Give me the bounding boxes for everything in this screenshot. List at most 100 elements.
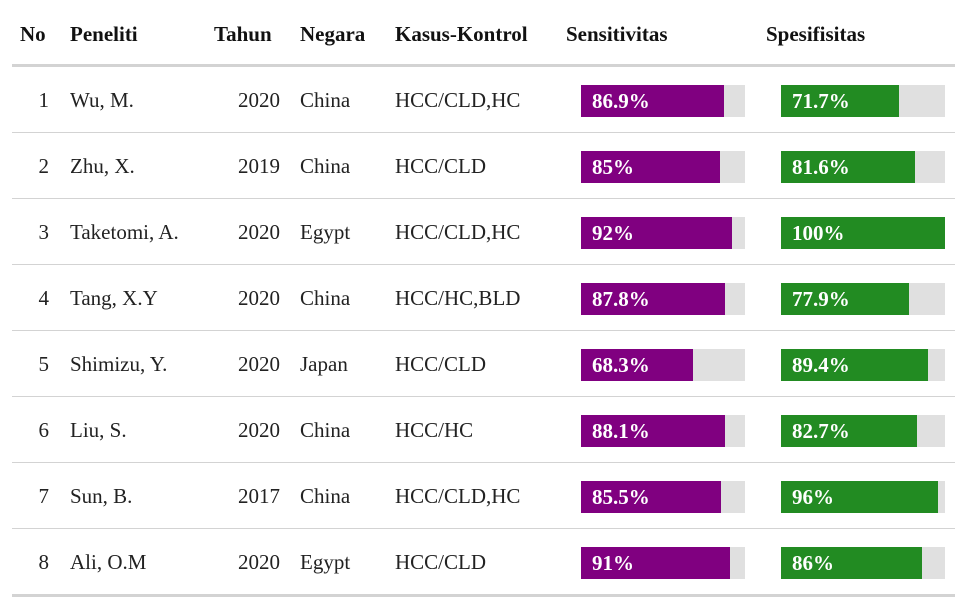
cell-tahun: 2020 — [238, 220, 280, 244]
cell-tahun: 2017 — [238, 484, 280, 508]
spesifisitas-track: 77.9% — [781, 283, 945, 315]
sensitivitas-bar — [581, 283, 725, 315]
table-row: 8 Ali, O.M 2020 Egypt HCC/CLD 91% 86% — [0, 529, 964, 595]
cell-peneliti: Ali, O.M — [70, 550, 147, 574]
sensitivitas-bar — [581, 349, 693, 381]
spesifisitas-label: 86% — [792, 551, 834, 575]
spesifisitas-bar — [781, 415, 917, 447]
cell-peneliti: Sun, B. — [70, 484, 133, 508]
spesifisitas-label: 96% — [792, 485, 834, 509]
sensitivitas-bar — [581, 151, 721, 183]
cell-kasus-kontrol: HCC/HC,BLD — [395, 286, 521, 310]
cell-kasus-kontrol: HCC/CLD — [395, 154, 487, 178]
spesifisitas-track: 96% — [781, 481, 945, 513]
row-divider — [12, 198, 955, 199]
sensitivitas-label: 91% — [592, 551, 634, 575]
table-row: 6 Liu, S. 2020 China HCC/HC 88.1% 82.7% — [0, 397, 964, 463]
table-row: 4 Tang, X.Y 2020 China HCC/HC,BLD 87.8% 77.9% — [0, 265, 964, 331]
spesifisitas-bar — [781, 85, 899, 117]
sensitivitas-bar — [581, 547, 731, 579]
cell-no: 3 — [38, 220, 50, 244]
sensitivitas-track: 91% — [581, 547, 745, 579]
spesifisitas-bar — [781, 151, 915, 183]
header-kasus-kontrol: Kasus-Kontrol — [395, 22, 528, 46]
cell-kasus-kontrol: HCC/CLD,HC — [395, 484, 521, 508]
header-peneliti: Peneliti — [70, 22, 138, 46]
cell-negara: China — [300, 484, 351, 508]
sensitivitas-label: 88.1% — [592, 419, 650, 443]
cell-no: 5 — [38, 352, 50, 376]
sensitivitas-label: 68.3% — [592, 353, 650, 377]
row-divider — [12, 528, 955, 529]
spesifisitas-label: 89.4% — [792, 353, 850, 377]
header-tahun: Tahun — [214, 22, 272, 46]
row-divider — [12, 462, 955, 463]
sensitivitas-label: 85.5% — [592, 485, 650, 509]
spesifisitas-track: 100% — [781, 217, 945, 249]
sensitivitas-track: 87.8% — [581, 283, 745, 315]
table-row: 5 Shimizu, Y. 2020 Japan HCC/CLD 68.3% 89.4% — [0, 331, 964, 397]
row-divider — [12, 396, 955, 397]
spesifisitas-label: 77.9% — [792, 287, 850, 311]
table-row: 1 Wu, M. 2020 China HCC/CLD,HC 86.9% 71.7% — [0, 67, 964, 133]
sensitivitas-bar — [581, 217, 732, 249]
cell-peneliti: Tang, X.Y — [70, 286, 158, 310]
sensitivitas-bar — [581, 481, 722, 513]
spesifisitas-track: 81.6% — [781, 151, 945, 183]
row-divider — [12, 330, 955, 331]
spesifisitas-label: 100% — [792, 221, 845, 245]
row-divider — [12, 132, 955, 133]
spesifisitas-bar — [781, 217, 945, 249]
cell-negara: China — [300, 154, 351, 178]
sensitivitas-label: 86.9% — [592, 89, 650, 113]
sensitivitas-bar — [581, 415, 726, 447]
sensitivitas-label: 85% — [592, 155, 634, 179]
cell-peneliti: Shimizu, Y. — [70, 352, 168, 376]
cell-no: 2 — [38, 154, 50, 178]
cell-peneliti: Liu, S. — [70, 418, 127, 442]
cell-negara: Egypt — [300, 220, 351, 244]
cell-negara: Egypt — [300, 550, 351, 574]
spesifisitas-bar — [781, 349, 928, 381]
cell-tahun: 2020 — [238, 418, 280, 442]
spesifisitas-bar — [781, 547, 923, 579]
spesifisitas-label: 71.7% — [792, 89, 850, 113]
sensitivitas-label: 87.8% — [592, 287, 650, 311]
header-no: No — [20, 22, 46, 46]
cell-negara: China — [300, 286, 351, 310]
cell-tahun: 2020 — [238, 286, 280, 310]
cell-kasus-kontrol: HCC/CLD,HC — [395, 88, 521, 112]
cell-tahun: 2019 — [238, 154, 280, 178]
cell-no: 1 — [38, 88, 50, 112]
table-row: 7 Sun, B. 2017 China HCC/CLD,HC 85.5% 96% — [0, 463, 964, 529]
table-row: 3 Taketomi, A. 2020 Egypt HCC/CLD,HC 92% 100% — [0, 199, 964, 265]
sensitivitas-label: 92% — [592, 221, 634, 245]
cell-no: 8 — [38, 550, 50, 574]
sensitivitas-track: 85% — [581, 151, 745, 183]
spesifisitas-track: 82.7% — [781, 415, 945, 447]
spesifisitas-track: 89.4% — [781, 349, 945, 381]
header-rule — [12, 64, 955, 67]
cell-no: 4 — [38, 286, 50, 310]
cell-peneliti: Wu, M. — [70, 88, 134, 112]
cell-no: 7 — [38, 484, 50, 508]
spesifisitas-track: 71.7% — [781, 85, 945, 117]
cell-negara: China — [300, 88, 351, 112]
header-negara: Negara — [300, 22, 366, 46]
sensitivitas-track: 85.5% — [581, 481, 745, 513]
cell-peneliti: Taketomi, A. — [70, 220, 179, 244]
cell-negara: Japan — [300, 352, 348, 376]
spesifisitas-track: 86% — [781, 547, 945, 579]
cell-kasus-kontrol: HCC/CLD — [395, 550, 487, 574]
header-sensitivitas: Sensitivitas — [566, 22, 668, 46]
cell-tahun: 2020 — [238, 352, 280, 376]
cell-tahun: 2020 — [238, 550, 280, 574]
cell-kasus-kontrol: HCC/CLD — [395, 352, 487, 376]
cell-negara: China — [300, 418, 351, 442]
table-row: 2 Zhu, X. 2019 China HCC/CLD 85% 81.6% — [0, 133, 964, 199]
header-spesifisitas: Spesifisitas — [766, 22, 866, 46]
sensitivitas-track: 68.3% — [581, 349, 745, 381]
cell-no: 6 — [38, 418, 50, 442]
spesifisitas-label: 82.7% — [792, 419, 850, 443]
